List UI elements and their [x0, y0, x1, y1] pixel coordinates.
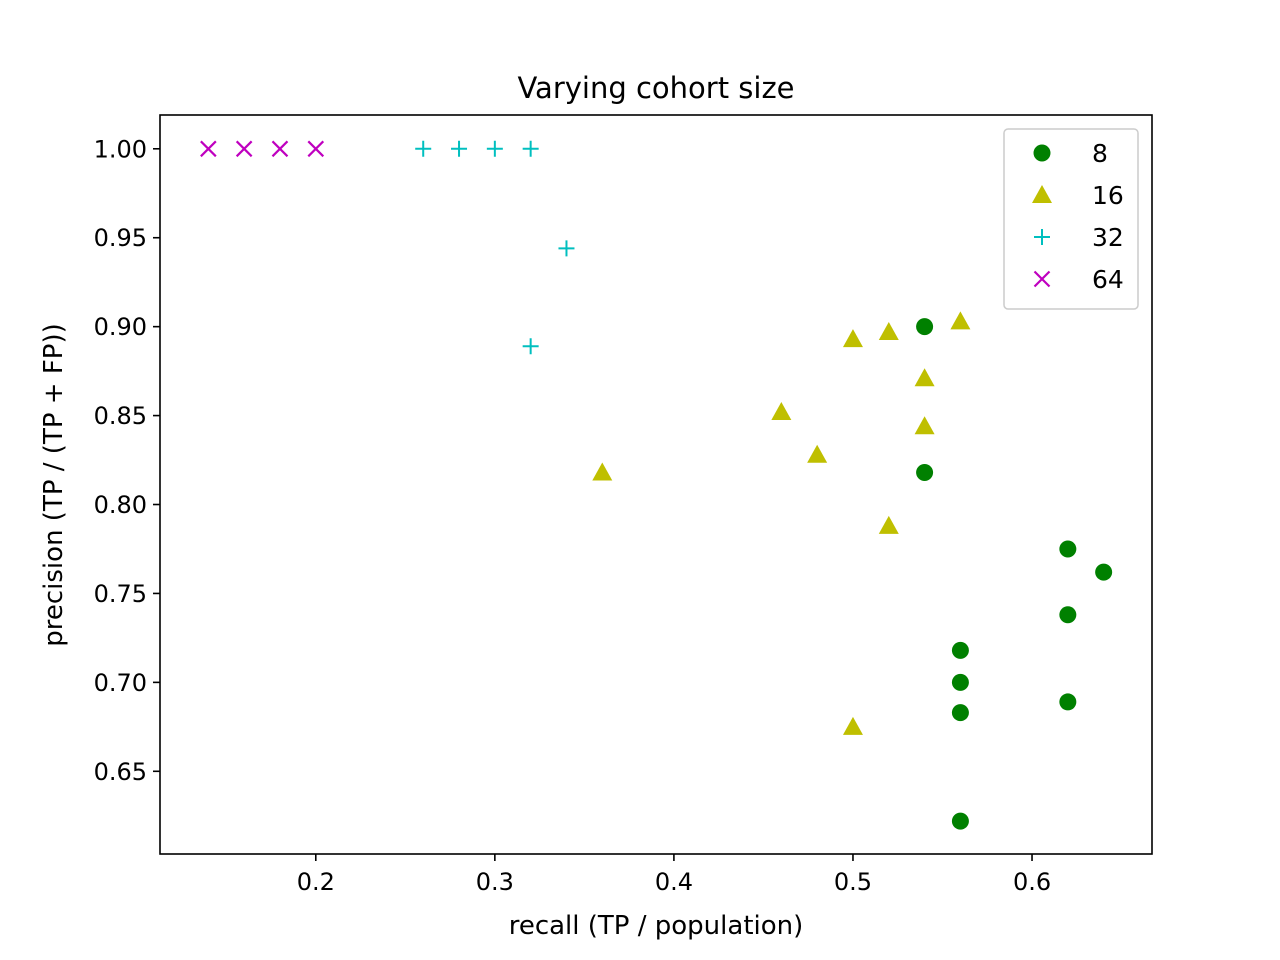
y-tick-label: 0.85: [94, 402, 147, 430]
axis-ticks: 0.2 0.3 0.4 0.5 0.6 0.65 0.70 0.75 0.80 0.85 0.90 0…: [94, 135, 1052, 896]
point-series-8-5: [951, 641, 969, 659]
point-series-16-8: [878, 515, 899, 534]
point-series-16-6: [807, 444, 828, 463]
y-tick-label: 0.90: [94, 313, 147, 341]
y-tick-label: 1.00: [94, 135, 147, 163]
y-axis-label: precision (TP / (TP + FP)): [39, 323, 69, 647]
legend-box: [1003, 128, 1139, 310]
x-tick-label: 0.2: [297, 868, 335, 896]
legend-marker-8: [1033, 144, 1051, 162]
point-series-16-3: [914, 368, 935, 387]
point-series-8-1: [916, 463, 934, 481]
series-16: [592, 311, 971, 735]
point-series-8-8: [1059, 693, 1077, 711]
point-series-16-2: [842, 329, 863, 348]
point-series-8-6: [951, 673, 969, 691]
point-series-16-5: [914, 416, 935, 435]
series-64: [200, 140, 325, 158]
point-series-8-7: [951, 704, 969, 722]
legend-marker-32: [1034, 229, 1050, 245]
point-series-64-1: [235, 140, 253, 158]
plot-frame: [159, 114, 1153, 855]
y-tick-label: 0.70: [94, 669, 147, 697]
x-tick-label: 0.6: [1013, 868, 1051, 896]
legend-marker-64: [1033, 270, 1051, 288]
point-series-16-7: [592, 462, 613, 481]
x-tick-label: 0.4: [655, 868, 693, 896]
point-series-64-3: [307, 140, 325, 158]
y-tick-label: 0.80: [94, 491, 147, 519]
series-32: [415, 140, 575, 355]
point-series-32-3: [522, 140, 539, 157]
chart-title: Varying cohort size: [517, 71, 794, 105]
point-series-16-0: [950, 311, 971, 330]
point-series-8-0: [916, 318, 934, 336]
x-tick-label: 0.3: [476, 868, 514, 896]
legend-label: 16: [1092, 181, 1124, 210]
legend: 8 16 32 64: [1003, 128, 1139, 310]
legend-label: 64: [1092, 265, 1124, 294]
point-series-8-9: [951, 812, 969, 830]
legend-label: 32: [1092, 223, 1124, 252]
x-tick-label: 0.5: [834, 868, 872, 896]
point-series-8-2: [1059, 540, 1077, 558]
point-series-32-4: [558, 240, 575, 257]
point-series-8-3: [1095, 563, 1113, 581]
point-series-16-9: [842, 716, 863, 735]
y-tick-label: 0.65: [94, 758, 147, 786]
point-series-64-2: [271, 140, 289, 158]
point-series-32-2: [486, 140, 503, 157]
point-series-16-1: [878, 321, 899, 340]
point-series-16-4: [771, 402, 792, 421]
point-series-8-4: [1059, 606, 1077, 624]
plot-area: [200, 140, 1113, 830]
series-8: [916, 318, 1113, 830]
point-series-32-5: [522, 338, 539, 355]
point-series-64-0: [200, 140, 217, 158]
y-tick-label: 0.95: [94, 224, 147, 252]
legend-label: 8: [1092, 139, 1108, 168]
y-tick-label: 0.75: [94, 580, 147, 608]
point-series-32-0: [415, 140, 432, 157]
point-series-32-1: [451, 140, 468, 157]
legend-marker-16: [1032, 185, 1052, 203]
x-axis-label: recall (TP / population): [509, 911, 804, 941]
